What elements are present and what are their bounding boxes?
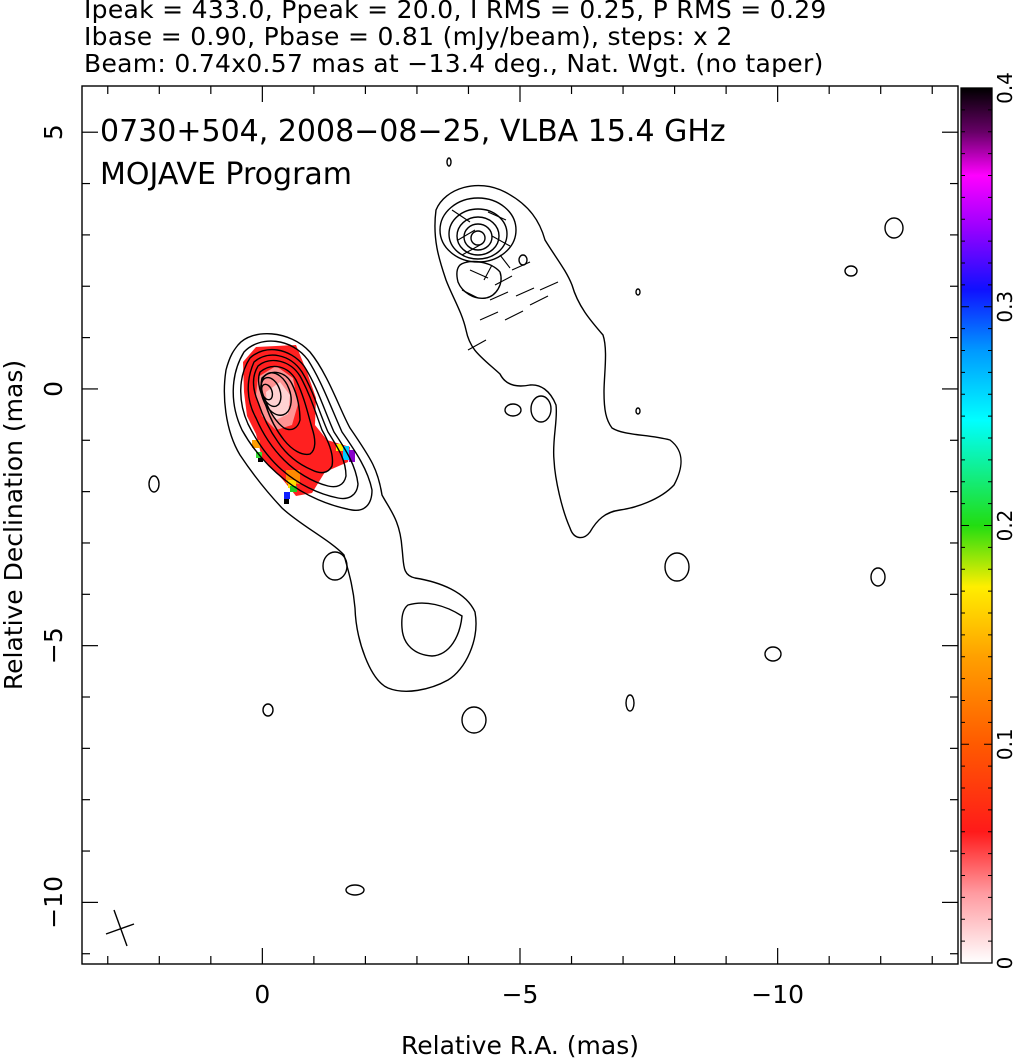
evpa-stick xyxy=(491,235,511,247)
evpa-stick xyxy=(539,281,559,291)
x-tick-label: −10 xyxy=(751,980,804,1009)
pol-edge-black-2 xyxy=(258,458,263,462)
y-tick-label: −10 xyxy=(39,876,68,929)
pol-edge-yellow-2 xyxy=(336,444,343,451)
contour-blob-i xyxy=(764,646,782,662)
contour-5 xyxy=(252,359,334,474)
tick-labels: 0 −5 −10 5 0 −5 −10 xyxy=(39,124,804,1009)
contour-comp-tail xyxy=(456,260,502,299)
contour-outer-main xyxy=(223,333,477,692)
pol-edge-yellow xyxy=(288,480,296,488)
pol-edge-green xyxy=(290,486,297,492)
contour-8 xyxy=(260,372,292,416)
x-axis-label: Relative R.A. (mas) xyxy=(401,1031,639,1060)
pol-edge-blue xyxy=(284,492,290,499)
pol-edge-orange-2 xyxy=(252,440,260,448)
y-tick-label: −5 xyxy=(39,627,68,664)
contour-comp-2 xyxy=(439,197,517,263)
contour-10 xyxy=(260,383,274,401)
evpa-stick xyxy=(499,254,511,269)
colorbar-ticks: 0 0.1 0.2 0.3 0.4 xyxy=(961,72,1017,969)
evpa-stick xyxy=(451,209,471,223)
header-line-2: Ibase = 0.90, Pbase = 0.81 (mJy/beam), s… xyxy=(84,22,733,51)
contour-comp-3 xyxy=(448,208,508,260)
colorbar-tick-label: 0.2 xyxy=(993,510,1017,542)
contour-blob-j xyxy=(870,567,886,587)
colorbar-tick-label: 0.1 xyxy=(993,728,1017,760)
contour-blob-g xyxy=(262,703,274,717)
plot-frame xyxy=(81,85,959,965)
contour-blob-h xyxy=(625,694,635,712)
x-tick-label: −5 xyxy=(502,980,539,1009)
x-tick-label: 0 xyxy=(254,980,270,1009)
header-block: Ipeak = 433.0, Ppeak = 20.0, I RMS = 0.2… xyxy=(84,0,1014,77)
contour-blob-o xyxy=(635,288,641,296)
colorbar-tick-label: 0 xyxy=(993,957,1017,970)
contour-inner-hole xyxy=(401,602,463,657)
contour-blob-d xyxy=(530,395,552,423)
pol-edge-black xyxy=(284,499,289,504)
evpa-stick xyxy=(487,211,507,221)
contour-blob-c xyxy=(504,403,522,417)
contour-comp-6 xyxy=(470,230,486,246)
colorbar-tick-label: 0.3 xyxy=(993,291,1017,323)
evpa-stick xyxy=(515,287,535,297)
contour-blob-p xyxy=(635,407,641,415)
contour-blob-b xyxy=(322,551,348,581)
contour-blob-e xyxy=(664,552,690,582)
beam-major-axis xyxy=(113,909,128,947)
evpa-stick xyxy=(529,295,549,306)
contour-comp-4 xyxy=(456,216,500,256)
y-tick-label: 5 xyxy=(39,124,68,140)
pol-edge-purple xyxy=(349,450,355,462)
colorbar-tick-label: 0.4 xyxy=(993,72,1017,104)
evpa-stick xyxy=(467,339,487,351)
contour-4 xyxy=(247,354,347,488)
evpa-stick xyxy=(457,229,476,241)
evpa-vectors xyxy=(451,209,559,351)
beam-marker xyxy=(105,909,135,947)
beam-minor-axis xyxy=(105,923,135,935)
header-line-3: Beam: 0.74x0.57 mas at −13.4 deg., Nat. … xyxy=(84,49,824,78)
contour-blob-f xyxy=(461,706,487,734)
pol-edge-cyan xyxy=(343,446,349,460)
contour-blob-m xyxy=(345,884,365,896)
plot-border xyxy=(81,85,959,965)
evpa-stick xyxy=(483,264,493,281)
evpa-stick xyxy=(489,291,509,301)
contour-3 xyxy=(240,348,359,500)
evpa-stick xyxy=(461,289,479,299)
evpa-stick xyxy=(504,310,524,321)
contour-blob-n xyxy=(446,157,452,167)
chart-subtitle: MOJAVE Program xyxy=(100,157,352,192)
intensity-contours xyxy=(148,157,904,896)
chart-title: 0730+504, 2008−08−25, VLBA 15.4 GHz xyxy=(100,114,726,149)
evpa-stick xyxy=(469,269,489,279)
y-tick-label: 0 xyxy=(39,381,68,397)
evpa-stick xyxy=(494,275,513,286)
contour-blob-l xyxy=(884,217,904,239)
contour-extended-jet xyxy=(434,184,682,539)
contour-blob-k xyxy=(844,265,858,277)
contour-blob-a xyxy=(148,475,160,493)
evpa-stick xyxy=(461,244,481,256)
header-line-1: Ipeak = 433.0, Ppeak = 20.0, I RMS = 0.2… xyxy=(84,0,827,24)
evpa-stick xyxy=(479,311,499,321)
y-axis-label: Relative Declination (mas) xyxy=(0,360,28,690)
contour-2 xyxy=(232,340,373,512)
evpa-stick xyxy=(511,261,531,271)
